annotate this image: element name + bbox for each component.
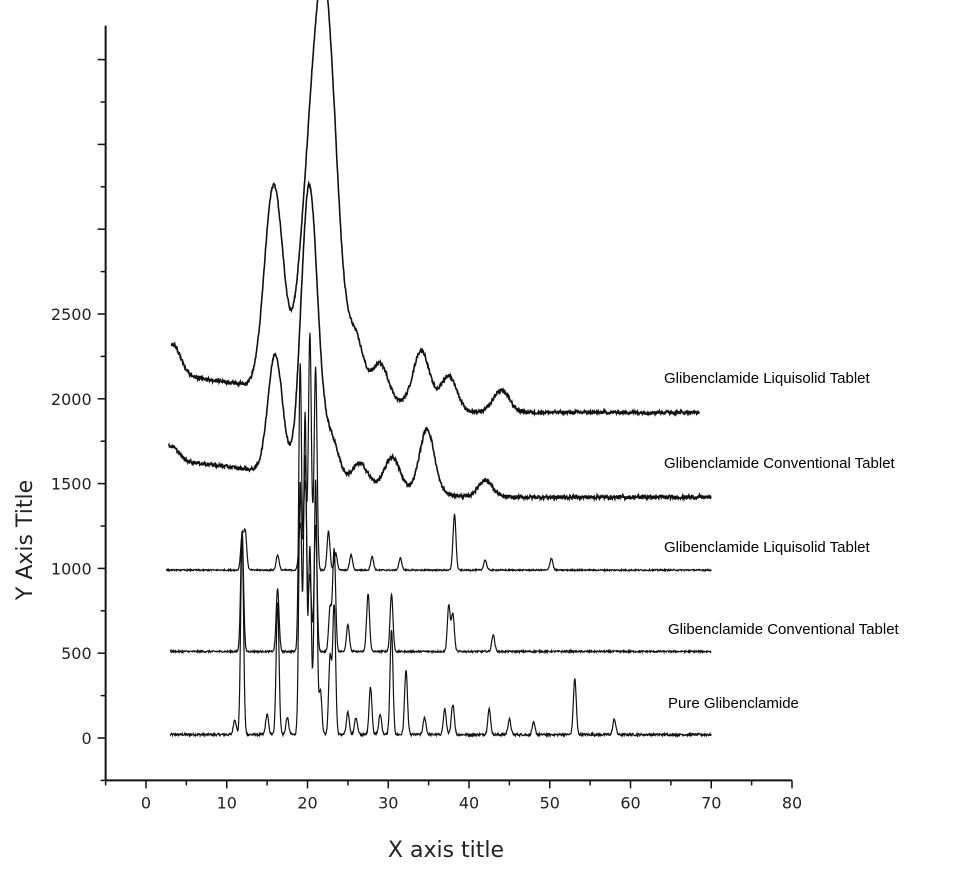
x-tick-label: 30	[378, 793, 398, 812]
y-axis-title: Y Axis Title	[13, 480, 38, 601]
x-axis-title: X axis title	[388, 838, 504, 863]
series-label: Glibenclamide Liquisolid Tablet	[664, 370, 871, 387]
x-tick-label: 40	[459, 793, 479, 812]
series-label: Glibenclamide Conventional Tablet	[668, 621, 900, 638]
x-tick-label: 60	[620, 793, 640, 812]
y-tick-label: 2000	[51, 390, 92, 409]
series-trace	[169, 363, 712, 655]
series-labels: Pure Glibenclamide Glibenclamide Conventi…	[664, 370, 900, 712]
y-tick-label: 2500	[51, 305, 92, 324]
x-tick-label: 70	[701, 793, 721, 812]
x-tick-label: 80	[782, 793, 802, 812]
series-trace	[165, 332, 712, 573]
y-tick-label: 0	[81, 729, 91, 748]
chart-axes: 0 10 20 30 40 50 60 70 80 0 500 1000 1500 2000 2500	[51, 25, 802, 812]
x-tick-label: 0	[141, 793, 151, 812]
series-label: Glibenclamide Liquisolid Tablet	[664, 539, 871, 556]
series-trace	[169, 411, 712, 739]
x-tick-label: 10	[217, 793, 237, 812]
x-tick-label: 20	[297, 793, 317, 812]
x-tick-label: 50	[540, 793, 560, 812]
series-layer	[165, 0, 712, 739]
series-trace	[167, 180, 712, 503]
series-label: Pure Glibenclamide	[668, 695, 799, 712]
y-tick-label: 500	[61, 644, 92, 663]
series-label: Glibenclamide Conventional Tablet	[664, 455, 896, 472]
y-tick-label: 1500	[51, 475, 92, 494]
y-tick-label: 1000	[51, 559, 92, 578]
series-trace	[170, 0, 700, 417]
